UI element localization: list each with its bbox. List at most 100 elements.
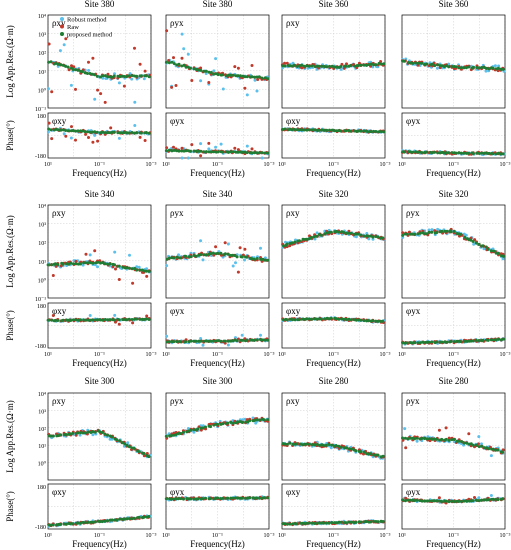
data-point-proposed <box>260 76 264 80</box>
res-component-label: ρxy <box>52 396 66 406</box>
phase-point-proposed <box>365 520 369 524</box>
res-tick-label: 10⁰ <box>38 87 47 94</box>
phase-point-proposed <box>199 149 203 153</box>
data-point-proposed <box>325 65 329 69</box>
data-point-robust <box>128 253 131 257</box>
data-point-proposed <box>401 436 404 440</box>
data-point-proposed <box>406 437 410 441</box>
phase-point-proposed <box>337 317 341 321</box>
data-point-proposed <box>489 249 493 253</box>
data-point-raw <box>74 259 78 263</box>
data-point-proposed <box>223 252 227 256</box>
legend-marker-raw <box>60 24 64 29</box>
phase-point-robust <box>69 136 73 140</box>
data-point-proposed <box>257 75 261 79</box>
phase-point-proposed <box>257 151 261 155</box>
phase-point-proposed <box>480 151 484 155</box>
data-point-proposed <box>90 72 94 76</box>
phase-point-proposed <box>450 151 454 155</box>
phase-point-proposed <box>204 150 208 154</box>
phase-point-proposed <box>95 130 99 134</box>
x-tick-label: 10⁻³ <box>380 533 391 539</box>
data-point-proposed <box>192 428 196 432</box>
data-point-raw <box>122 84 126 88</box>
phase-point-proposed <box>487 498 491 502</box>
phase-tick-label: -180 <box>35 344 46 350</box>
data-point-proposed <box>305 64 309 68</box>
data-point-proposed <box>56 263 60 267</box>
site-title: Site 340 <box>85 189 115 199</box>
phase-point-raw <box>473 496 476 499</box>
phase-point-proposed <box>410 341 414 345</box>
data-point-raw <box>477 442 480 446</box>
phase-point-robust <box>219 142 223 146</box>
x-tick-label: 10¹ <box>398 352 406 358</box>
phase-point-proposed <box>492 338 496 342</box>
phase-point-proposed <box>263 338 267 342</box>
phase-tick-label: 180 <box>37 304 46 310</box>
phase-point-raw <box>250 147 254 151</box>
phase-component-label: φxy <box>52 116 67 126</box>
data-point-proposed <box>189 66 192 70</box>
data-point-proposed <box>362 234 366 238</box>
phase-point-proposed <box>236 496 240 500</box>
phase-point-proposed <box>221 496 225 500</box>
phase-point-proposed <box>438 151 442 155</box>
data-point-proposed <box>315 234 319 238</box>
data-point-raw <box>501 448 505 452</box>
phase-point-proposed <box>79 521 82 525</box>
phase-point-proposed <box>196 497 200 501</box>
phase-point-proposed <box>71 129 75 133</box>
data-point-raw <box>300 66 304 70</box>
phase-point-proposed <box>317 128 321 132</box>
phase-point-robust <box>199 142 203 146</box>
data-point-proposed <box>328 64 331 68</box>
phase-point-proposed <box>291 318 294 322</box>
data-point-proposed <box>144 74 148 78</box>
phase-axis-label: Phase(°) <box>5 120 15 151</box>
phase-point-proposed <box>130 318 134 321</box>
phase-point-proposed <box>502 337 505 341</box>
phase-point-proposed <box>372 519 376 523</box>
data-point-proposed <box>165 257 169 261</box>
phase-point-proposed <box>258 496 261 500</box>
data-point-proposed <box>452 438 456 441</box>
phase-point-robust <box>260 156 264 160</box>
phase-point-proposed <box>406 498 410 502</box>
phase-point-proposed <box>291 522 295 526</box>
data-point-proposed <box>460 440 463 443</box>
phase-point-robust <box>207 147 211 151</box>
x-tick-label: 10⁻¹ <box>94 352 105 358</box>
data-point-proposed <box>184 254 188 258</box>
phase-point-proposed <box>354 520 358 524</box>
data-point-proposed <box>49 60 53 64</box>
phase-point-proposed <box>167 148 171 152</box>
res-axis-label: Log App.Res.(Ω·m) <box>5 25 15 97</box>
data-point-proposed <box>93 430 97 434</box>
phase-point-proposed <box>86 318 90 322</box>
phase-point-proposed <box>471 152 475 156</box>
site-title: Site 280 <box>319 376 349 386</box>
phase-point-proposed <box>266 496 270 500</box>
phase-point-proposed <box>120 131 124 135</box>
phase-point-proposed <box>74 318 78 322</box>
data-point-proposed <box>482 446 486 450</box>
data-point-raw <box>345 62 348 66</box>
phase-point-proposed <box>292 127 296 131</box>
data-point-proposed <box>71 431 75 435</box>
phase-point-proposed <box>177 149 181 153</box>
data-point-proposed <box>319 233 323 237</box>
phase-point-proposed <box>101 318 105 322</box>
phase-component-label: φxy <box>286 487 301 497</box>
x-tick-label: 10⁻¹ <box>448 162 459 168</box>
data-point-proposed <box>371 235 375 239</box>
phase-point-proposed <box>164 149 168 153</box>
res-component-label: ρxy <box>52 208 66 218</box>
phase-axis-label: Phase(°) <box>5 491 15 522</box>
phase-point-proposed <box>359 520 363 524</box>
data-point-robust <box>101 76 105 80</box>
site-panel: Site 300 10¹ 10⁻¹ 10⁻³ Frequency(Hz) ρyx φyx <box>162 376 275 549</box>
phase-point-proposed <box>209 339 213 343</box>
data-point-robust <box>96 265 99 269</box>
phase-axis-label: Phase(°) <box>5 310 15 341</box>
